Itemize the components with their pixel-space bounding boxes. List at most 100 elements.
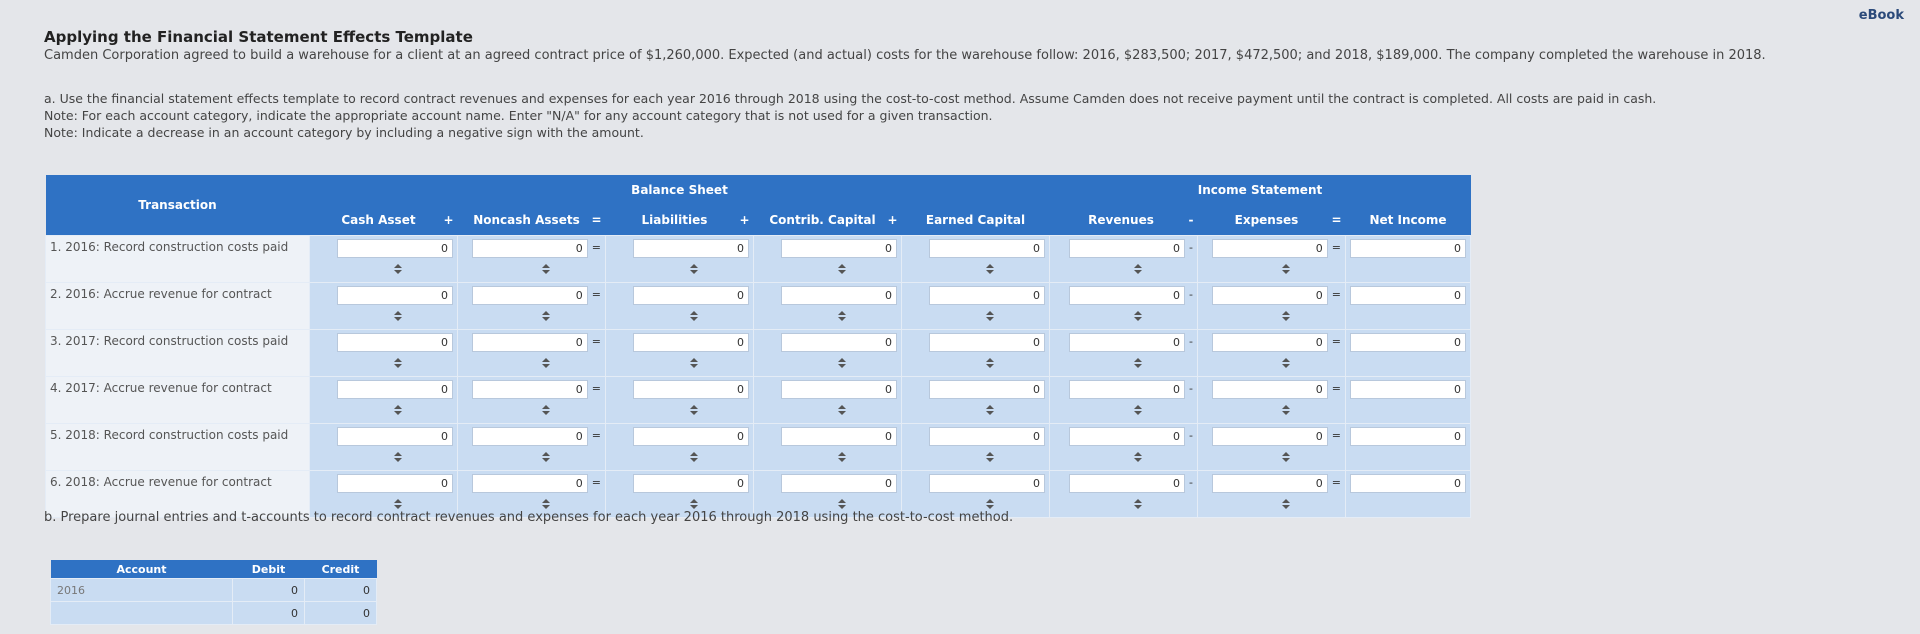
account-select[interactable] bbox=[1281, 308, 1291, 325]
value-cell: 0 bbox=[1345, 376, 1471, 424]
account-select[interactable] bbox=[541, 261, 551, 278]
debit[interactable]: 0 bbox=[232, 578, 305, 602]
account-select[interactable] bbox=[1133, 449, 1143, 466]
account-cell[interactable] bbox=[50, 601, 233, 625]
amount-input[interactable]: 0 bbox=[337, 380, 453, 399]
amount-input[interactable]: 0 bbox=[337, 239, 453, 258]
account-select[interactable] bbox=[689, 308, 699, 325]
value-line: 0 bbox=[929, 377, 1045, 399]
account-select[interactable] bbox=[541, 402, 551, 419]
account-select[interactable] bbox=[1133, 496, 1143, 513]
credit[interactable]: 0 bbox=[304, 601, 377, 625]
amount-input[interactable]: 0 bbox=[1069, 333, 1186, 352]
account-select[interactable] bbox=[837, 402, 847, 419]
amount-input[interactable]: 0 bbox=[929, 427, 1045, 446]
amount-input[interactable]: 0 bbox=[337, 474, 453, 493]
amount-input[interactable]: 0 bbox=[781, 239, 897, 258]
amount-input[interactable]: 0 bbox=[781, 333, 897, 352]
amount-input[interactable]: 0 bbox=[781, 286, 897, 305]
amount-input[interactable]: 0 bbox=[633, 474, 749, 493]
account-select[interactable] bbox=[985, 449, 995, 466]
account-select[interactable] bbox=[393, 355, 403, 372]
account-select[interactable] bbox=[689, 496, 699, 513]
account-select[interactable] bbox=[689, 261, 699, 278]
account-select[interactable] bbox=[689, 402, 699, 419]
account-select[interactable] bbox=[985, 308, 995, 325]
amount-input[interactable]: 0 bbox=[1069, 380, 1186, 399]
account-select[interactable] bbox=[837, 308, 847, 325]
amount-input[interactable]: 0 bbox=[1350, 333, 1466, 352]
amount-input[interactable]: 0 bbox=[1211, 286, 1328, 305]
amount-input[interactable]: 0 bbox=[929, 333, 1045, 352]
amount-input[interactable]: 0 bbox=[633, 286, 749, 305]
amount-input[interactable]: 0 bbox=[337, 427, 453, 446]
amount-input[interactable]: 0 bbox=[1069, 474, 1186, 493]
amount-input[interactable]: 0 bbox=[929, 380, 1045, 399]
amount-input[interactable]: 0 bbox=[471, 474, 588, 493]
amount-input[interactable]: 0 bbox=[1211, 239, 1328, 258]
amount-input[interactable]: 0 bbox=[471, 380, 588, 399]
amount-input[interactable]: 0 bbox=[471, 286, 588, 305]
amount-input[interactable]: 0 bbox=[1211, 474, 1328, 493]
account-select[interactable] bbox=[837, 355, 847, 372]
debit[interactable]: 0 bbox=[232, 601, 305, 625]
account-select[interactable] bbox=[837, 261, 847, 278]
amount-input[interactable]: 0 bbox=[781, 380, 897, 399]
amount-input[interactable]: 0 bbox=[781, 427, 897, 446]
account-select[interactable] bbox=[985, 496, 995, 513]
account-select[interactable] bbox=[393, 402, 403, 419]
amount-input[interactable]: 0 bbox=[1350, 286, 1466, 305]
amount-input[interactable]: 0 bbox=[633, 380, 749, 399]
amount-input[interactable]: 0 bbox=[1211, 427, 1328, 446]
amount-input[interactable]: 0 bbox=[337, 333, 453, 352]
account-select[interactable] bbox=[541, 355, 551, 372]
account-select[interactable] bbox=[1281, 402, 1291, 419]
amount-input[interactable]: 0 bbox=[471, 333, 588, 352]
amount-input[interactable]: 0 bbox=[1350, 380, 1466, 399]
account-select[interactable] bbox=[541, 496, 551, 513]
amount-input[interactable]: 0 bbox=[633, 239, 749, 258]
account-select[interactable] bbox=[393, 261, 403, 278]
amount-input[interactable]: 0 bbox=[929, 474, 1045, 493]
amount-input[interactable]: 0 bbox=[1069, 427, 1186, 446]
amount-input[interactable]: 0 bbox=[1211, 333, 1328, 352]
value-cell: 0 bbox=[309, 423, 458, 471]
amount-input[interactable]: 0 bbox=[471, 427, 588, 446]
amount-input[interactable]: 0 bbox=[1350, 427, 1466, 446]
account-select[interactable] bbox=[393, 496, 403, 513]
account-select[interactable] bbox=[541, 449, 551, 466]
account-select[interactable] bbox=[1281, 449, 1291, 466]
amount-input[interactable]: 0 bbox=[781, 474, 897, 493]
account-select[interactable] bbox=[689, 449, 699, 466]
account-select[interactable] bbox=[985, 355, 995, 372]
account-select[interactable] bbox=[837, 449, 847, 466]
amount-input[interactable]: 0 bbox=[1069, 286, 1186, 305]
account-select[interactable] bbox=[1133, 308, 1143, 325]
account-cell[interactable]: 2016 bbox=[50, 578, 233, 602]
amount-input[interactable]: 0 bbox=[633, 427, 749, 446]
account-select[interactable] bbox=[985, 261, 995, 278]
account-select[interactable] bbox=[1133, 402, 1143, 419]
amount-input[interactable]: 0 bbox=[929, 286, 1045, 305]
amount-input[interactable]: 0 bbox=[337, 286, 453, 305]
credit[interactable]: 0 bbox=[304, 578, 377, 602]
ebook-link[interactable]: eBook bbox=[1858, 8, 1904, 23]
amount-input[interactable]: 0 bbox=[1211, 380, 1328, 399]
amount-input[interactable]: 0 bbox=[1350, 239, 1466, 258]
amount-input[interactable]: 0 bbox=[929, 239, 1045, 258]
amount-input[interactable]: 0 bbox=[1069, 239, 1186, 258]
account-select[interactable] bbox=[1281, 496, 1291, 513]
account-select[interactable] bbox=[1133, 355, 1143, 372]
account-select[interactable] bbox=[541, 308, 551, 325]
account-select[interactable] bbox=[393, 449, 403, 466]
account-select[interactable] bbox=[393, 308, 403, 325]
account-select[interactable] bbox=[837, 496, 847, 513]
amount-input[interactable]: 0 bbox=[633, 333, 749, 352]
account-select[interactable] bbox=[985, 402, 995, 419]
account-select[interactable] bbox=[1281, 355, 1291, 372]
amount-input[interactable]: 0 bbox=[471, 239, 588, 258]
account-select[interactable] bbox=[1281, 261, 1291, 278]
amount-input[interactable]: 0 bbox=[1350, 474, 1466, 493]
account-select[interactable] bbox=[689, 355, 699, 372]
account-select[interactable] bbox=[1133, 261, 1143, 278]
